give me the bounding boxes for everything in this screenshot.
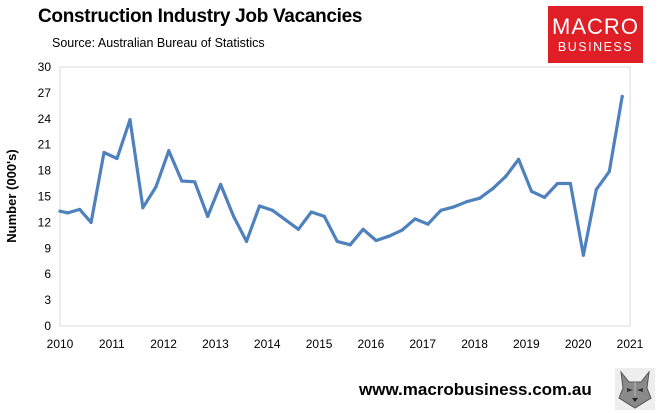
data-point <box>542 195 547 199</box>
data-point <box>283 218 288 222</box>
data-point <box>154 185 158 189</box>
x-tick-label: 2010 <box>47 337 74 351</box>
data-point <box>491 187 495 191</box>
data-point <box>581 253 585 257</box>
logo-line-1: MACRO <box>552 13 639 39</box>
x-axis: 2010 2011 2012 2013 2014 2015 2016 2017 2018 2019… <box>47 337 644 351</box>
y-tick-label: 15 <box>38 190 52 204</box>
x-tick-label: 2015 <box>306 337 333 351</box>
x-tick-label: 2021 <box>617 337 644 351</box>
data-point <box>66 211 70 215</box>
series-line <box>58 94 624 257</box>
data-point <box>465 200 469 204</box>
chart-title: Construction Industry Job Vacancies <box>38 6 363 27</box>
data-point <box>244 239 249 243</box>
y-axis-label: Number (000's) <box>4 149 19 242</box>
data-point <box>555 181 560 186</box>
data-point <box>58 209 62 213</box>
y-tick-label: 27 <box>38 86 52 100</box>
data-point <box>193 180 197 184</box>
data-point <box>620 94 624 98</box>
data-point <box>309 210 313 214</box>
data-point <box>335 239 339 243</box>
data-point <box>387 234 391 238</box>
data-point <box>439 208 443 212</box>
data-point <box>128 118 132 122</box>
y-tick-label: 18 <box>38 164 52 178</box>
data-point <box>452 205 456 209</box>
data-point <box>374 238 378 243</box>
data-point <box>322 214 326 218</box>
y-tick-label: 30 <box>38 60 52 74</box>
wolf-logo-icon <box>615 368 655 410</box>
x-tick-label: 2019 <box>513 337 540 351</box>
data-point <box>594 187 598 192</box>
x-tick-label: 2014 <box>254 337 281 351</box>
data-point <box>400 228 404 232</box>
x-tick-label: 2017 <box>409 337 436 351</box>
data-point <box>231 214 236 218</box>
data-point <box>413 217 417 221</box>
data-point <box>78 207 82 212</box>
x-tick-label: 2012 <box>150 337 177 351</box>
data-point <box>504 175 508 179</box>
data-point <box>102 150 106 155</box>
footer-url: www.macrobusiness.com.au <box>359 380 592 399</box>
data-point <box>478 196 482 200</box>
data-point <box>180 179 184 183</box>
y-tick-label: 9 <box>44 241 51 255</box>
x-tick-label: 2016 <box>358 337 385 351</box>
data-point <box>257 204 262 208</box>
data-point <box>568 181 573 186</box>
plot-area-border <box>59 66 631 327</box>
data-point <box>206 214 210 218</box>
data-point <box>219 182 223 187</box>
data-point <box>141 206 145 210</box>
y-tick-label: 6 <box>44 267 51 281</box>
data-point <box>348 243 352 247</box>
macrobusiness-logo: MACRO BUSINESS <box>548 6 643 63</box>
x-tick-label: 2020 <box>565 337 592 351</box>
data-point <box>89 220 93 224</box>
series-group <box>58 94 624 257</box>
x-tick-label: 2011 <box>99 337 125 351</box>
chart-subtitle: Source: Australian Bureau of Statistics <box>52 36 265 50</box>
x-tick-label: 2018 <box>461 337 488 351</box>
y-tick-label: 12 <box>38 215 52 229</box>
data-point <box>296 227 300 231</box>
data-point <box>115 156 119 161</box>
data-point <box>426 222 430 226</box>
data-point <box>516 157 521 161</box>
y-axis: 0 3 6 9 12 15 18 21 24 27 30 <box>38 60 52 333</box>
y-tick-label: 24 <box>38 112 52 126</box>
data-point <box>361 227 365 231</box>
y-tick-label: 21 <box>38 138 52 152</box>
data-point <box>270 208 275 212</box>
y-tick-label: 3 <box>44 293 51 307</box>
logo-line-2: BUSINESS <box>557 39 634 54</box>
y-tick-label: 0 <box>44 319 51 333</box>
data-point <box>167 149 171 153</box>
data-point <box>607 169 611 174</box>
x-tick-label: 2013 <box>202 337 229 351</box>
data-point <box>529 189 534 193</box>
